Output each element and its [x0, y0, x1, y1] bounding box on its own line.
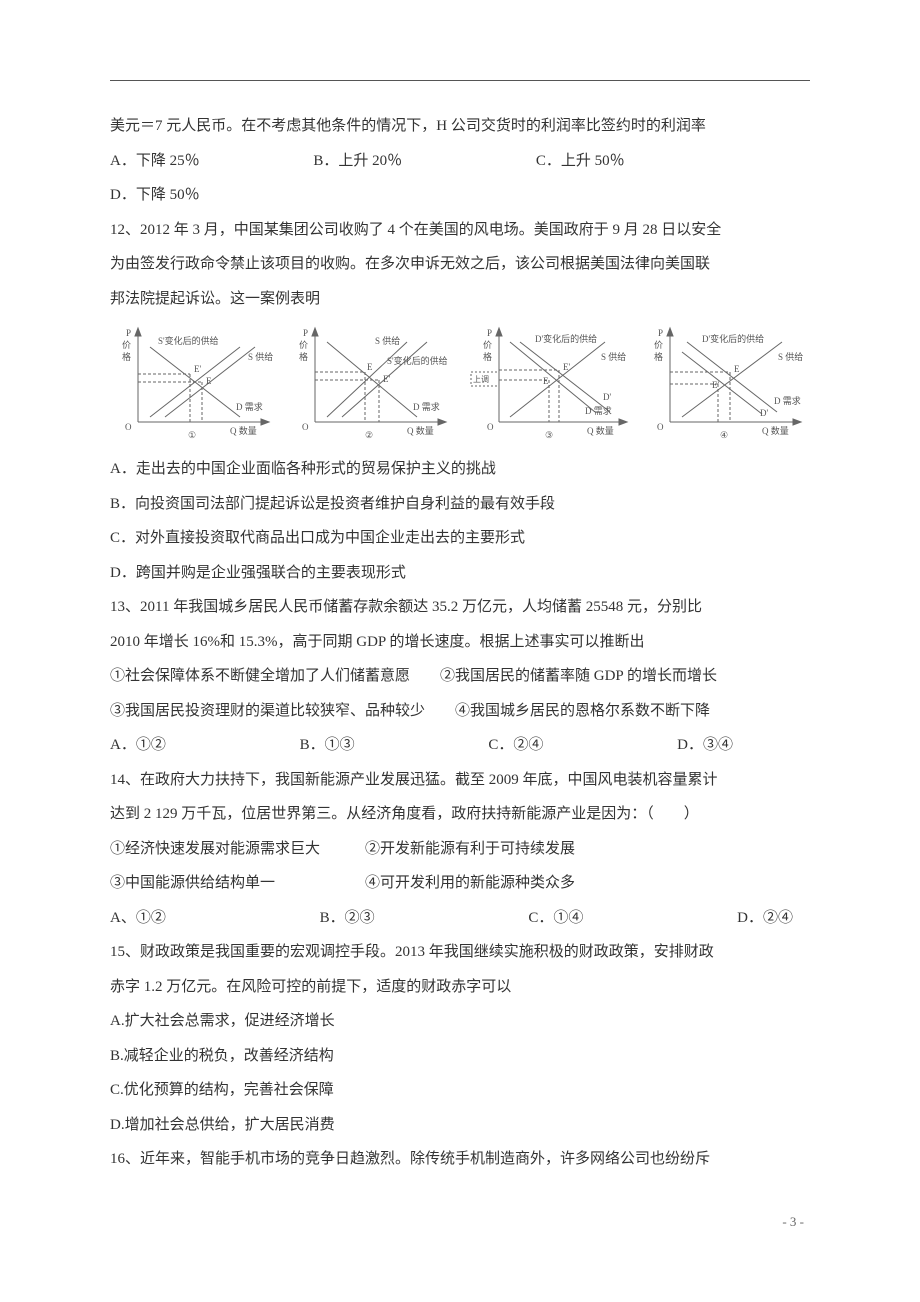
svg-text:D'变化后的供给: D'变化后的供给 — [535, 333, 597, 344]
q12-opt-c: C．对外直接投资取代商品出口成为中国企业走出去的主要形式 — [110, 521, 810, 556]
svg-text:P: P — [487, 328, 492, 338]
q12-line3: 邦法院提起诉讼。这一案例表明 — [110, 282, 810, 317]
q15-opt-a: A.扩大社会总需求，促进经济增长 — [110, 1004, 810, 1039]
q-label: Q 数量 — [230, 425, 257, 436]
q12-opt-b: B．向投资国司法部门提起诉讼是投资者维护自身利益的最有效手段 — [110, 487, 810, 522]
chart-num-1: ① — [188, 430, 196, 440]
q12-opt-d: D．跨国并购是企业强强联合的主要表现形式 — [110, 556, 810, 591]
svg-text:E: E — [206, 376, 212, 386]
q12-line1: 12、2012 年 3 月，中国某集团公司收购了 4 个在美国的风电场。美国政府… — [110, 213, 810, 248]
chart-4: P价格 D'变化后的供给 S 供给 E E' D 需求 D' O Q 数量 ④ — [642, 322, 810, 442]
q12-opt-a: A．走出去的中国企业面临各种形式的贸易保护主义的挑战 — [110, 452, 810, 487]
q13-options: A．①② B．①③ C．②④ D．③④ — [110, 728, 810, 763]
chart-num-4: ④ — [720, 430, 728, 440]
svg-text:O: O — [302, 422, 309, 432]
q15-opt-d: D.增加社会总供给，扩大居民消费 — [110, 1108, 810, 1143]
svg-text:E: E — [543, 376, 549, 386]
svg-text:D': D' — [760, 408, 768, 418]
svg-text:Q 数量: Q 数量 — [587, 425, 614, 436]
q11-opt-a: A．下降 25％ — [110, 144, 200, 179]
svg-text:Q 数量: Q 数量 — [407, 425, 434, 436]
svg-text:O: O — [657, 422, 664, 432]
q13-opt-d: D．③④ — [677, 728, 733, 763]
q12-line2: 为由签发行政命令禁止该项目的收购。在多次申诉无效之后，该公司根据美国法律向美国联 — [110, 247, 810, 282]
q11-tail: 美元＝7 元人民币。在不考虑其他条件的情况下，H 公司交货时的利润率比签约时的利… — [110, 109, 810, 144]
q11-options: A．下降 25％ B．上升 20％ C．上升 50％ D．下降 50％ — [110, 144, 810, 213]
svg-text:S 供给: S 供给 — [778, 351, 803, 362]
svg-text:P: P — [658, 328, 663, 338]
q14-line1: 14、在政府大力扶持下，我国新能源产业发展迅猛。截至 2009 年底，中国风电装… — [110, 763, 810, 798]
q11-opt-c: C．上升 50％ — [536, 144, 625, 179]
q13-line2: 2010 年增长 16%和 15.3%，高于同期 GDP 的增长速度。根据上述事… — [110, 625, 810, 660]
s-label: S 供给 — [248, 351, 273, 362]
svg-text:D': D' — [603, 392, 611, 402]
svg-text:E: E — [367, 362, 373, 372]
svg-text:E': E' — [194, 364, 201, 374]
q15-opt-b: B.减轻企业的税负，改善经济结构 — [110, 1039, 810, 1074]
svg-text:价: 价 — [483, 340, 492, 350]
chart-num-2: ② — [365, 430, 373, 440]
q14-line4: ③中国能源供给结构单一 ④可开发利用的新能源种类众多 — [110, 866, 810, 901]
s2-label: S'变化后的供给 — [158, 335, 219, 346]
svg-text:P: P — [303, 328, 308, 338]
svg-text:E: E — [734, 364, 740, 374]
svg-text:S 供给: S 供给 — [375, 335, 400, 346]
chart-num-3: ③ — [545, 430, 553, 440]
q16-line1: 16、近年来，智能手机市场的竞争日趋激烈。除传统手机制造商外，许多网络公司也纷纷… — [110, 1142, 810, 1177]
q11-opt-b: B．上升 20％ — [313, 144, 402, 179]
svg-text:格: 格 — [122, 351, 131, 362]
svg-text:D 需求: D 需求 — [585, 405, 612, 416]
q14-line3: ①经济快速发展对能源需求巨大 ②开发新能源有利于可持续发展 — [110, 832, 810, 867]
svg-text:D 需求: D 需求 — [413, 401, 440, 412]
q13-opt-c: C．②④ — [488, 728, 543, 763]
q15-line1: 15、财政政策是我国重要的宏观调控手段。2013 年我国继续实施积极的财政政策，… — [110, 935, 810, 970]
svg-text:E': E' — [712, 380, 719, 390]
svg-text:O: O — [487, 422, 494, 432]
svg-text:S'变化后的供给: S'变化后的供给 — [387, 355, 448, 366]
q11-opt-d: D．下降 50％ — [110, 178, 200, 213]
charts-row: P价格 S'变化后的供给 S 供给 E'E D 需求 O Q 数量 ① — [110, 322, 810, 442]
page-number: - 3 - — [110, 1207, 810, 1237]
q15-opt-c: C.优化预算的结构，完善社会保障 — [110, 1073, 810, 1108]
chart-3: P价格 D'变化后的供给 S 供给 E'E 上调 D' D 需求 O Q 数量 … — [465, 322, 633, 442]
q14-options: A、①② B．②③ C．①④ D．②④ — [110, 901, 810, 936]
svg-text:P: P — [126, 328, 131, 338]
q14-opt-b: B．②③ — [320, 901, 375, 936]
svg-text:格: 格 — [654, 351, 663, 362]
q14-opt-c: C．①④ — [528, 901, 583, 936]
svg-text:E': E' — [383, 374, 390, 384]
q14-opt-a: A、①② — [110, 901, 166, 936]
svg-text:E': E' — [563, 362, 570, 372]
chart-2: P价格 S 供给 S'变化后的供给 E E' D 需求 O Q 数量 ② — [287, 322, 455, 442]
svg-text:格: 格 — [299, 351, 308, 362]
chart-1: P价格 S'变化后的供给 S 供给 E' E D 需求 O Q 数量 ① — [110, 322, 278, 442]
q13-line3: ①社会保障体系不断健全增加了人们储蓄意愿 ②我国居民的储蓄率随 GDP 的增长而… — [110, 659, 810, 694]
svg-text:D 需求: D 需求 — [774, 395, 801, 406]
q13-opt-a: A．①② — [110, 728, 166, 763]
svg-text:O: O — [125, 422, 132, 432]
svg-text:价: 价 — [299, 340, 308, 350]
svg-text:价: 价 — [654, 340, 663, 350]
svg-text:格: 格 — [483, 351, 492, 362]
q13-opt-b: B．①③ — [300, 728, 355, 763]
top-rule — [110, 80, 810, 81]
page-container: 美元＝7 元人民币。在不考虑其他条件的情况下，H 公司交货时的利润率比签约时的利… — [0, 0, 920, 1276]
svg-text:上调: 上调 — [473, 375, 489, 384]
q13-line4: ③我国居民投资理财的渠道比较狭窄、品种较少 ④我国城乡居民的恩格尔系数不断下降 — [110, 694, 810, 729]
svg-text:D'变化后的供给: D'变化后的供给 — [702, 333, 764, 344]
q13-line1: 13、2011 年我国城乡居民人民币储蓄存款余额达 35.2 万亿元，人均储蓄 … — [110, 590, 810, 625]
q15-line2: 赤字 1.2 万亿元。在风险可控的前提下，适度的财政赤字可以 — [110, 970, 810, 1005]
svg-text:S 供给: S 供给 — [601, 351, 626, 362]
q14-opt-d: D．②④ — [737, 901, 793, 936]
d-label: D 需求 — [236, 401, 263, 412]
svg-text:价: 价 — [122, 340, 131, 350]
q14-line2: 达到 2 129 万千瓦，位居世界第三。从经济角度看，政府扶持新能源产业是因为：… — [110, 797, 810, 832]
svg-text:Q 数量: Q 数量 — [762, 425, 789, 436]
